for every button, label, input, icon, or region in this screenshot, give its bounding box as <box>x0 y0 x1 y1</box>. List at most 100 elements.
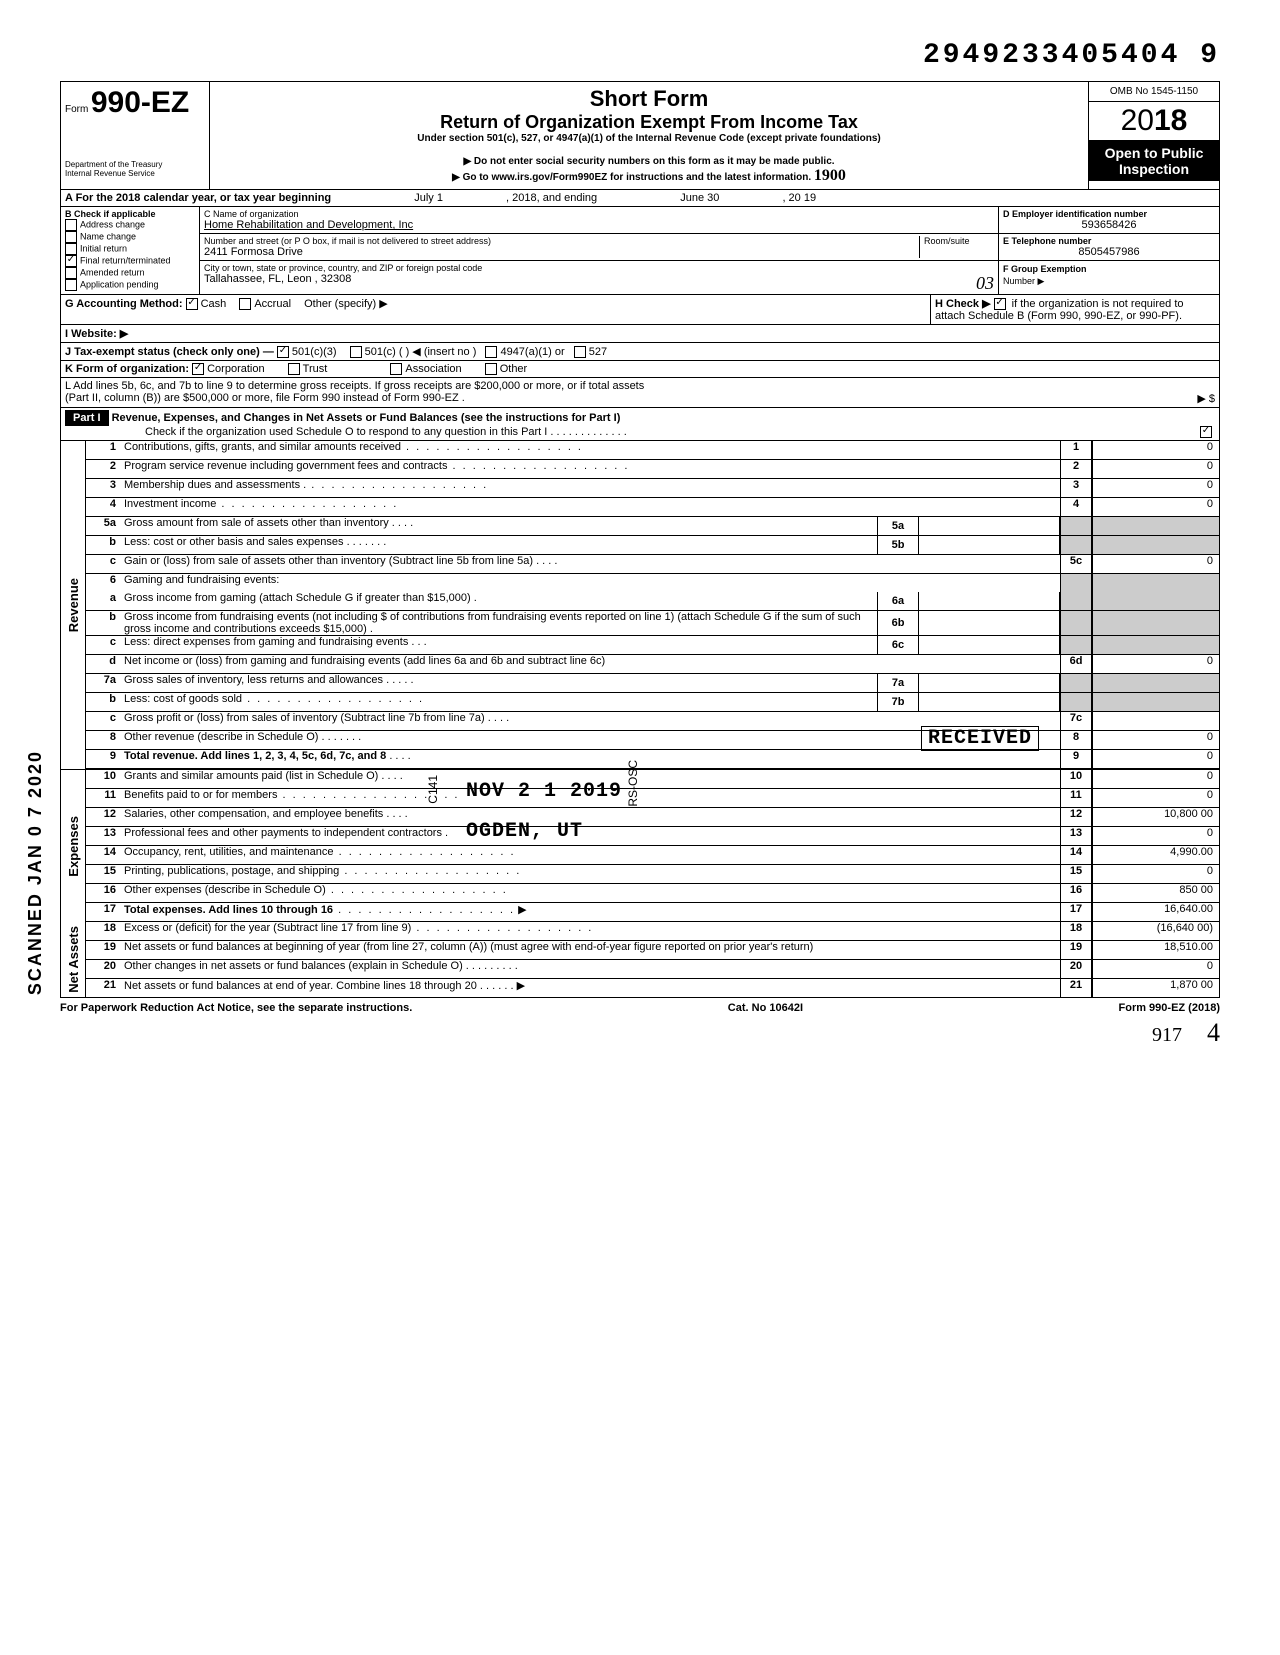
cb-assoc[interactable] <box>390 363 402 375</box>
cb-trust[interactable] <box>288 363 300 375</box>
j-label: J Tax-exempt status (check only one) — <box>65 346 274 358</box>
ln14-box: 14 <box>1060 846 1092 864</box>
ln6b-num: b <box>86 611 124 635</box>
ln6d-num: d <box>86 655 124 673</box>
ln10-val: 0 <box>1092 770 1219 788</box>
ln11-val: 0 <box>1092 789 1219 807</box>
ln6d-box: 6d <box>1060 655 1092 673</box>
row-a-2018: , 2018, and ending <box>506 192 597 204</box>
k-other: Other <box>500 363 528 375</box>
cb-501c[interactable] <box>350 346 362 358</box>
ln5b-text: Less: cost or other basis and sales expe… <box>124 536 877 554</box>
ln5b-val <box>1092 536 1219 554</box>
ln12-box: 12 <box>1060 808 1092 826</box>
ln6b-box <box>1060 611 1092 635</box>
org-name: Home Rehabilitation and Development, Inc <box>204 219 994 231</box>
b-pending: Application pending <box>80 279 159 289</box>
ln20-num: 20 <box>86 960 124 978</box>
ln11-num: 11 <box>86 789 124 807</box>
cb-527[interactable] <box>574 346 586 358</box>
org-city: Tallahassee, FL, Leon , 32308 <box>204 273 351 285</box>
handwritten-03: 03 <box>976 273 994 294</box>
addr-label: Number and street (or P O box, if mail i… <box>204 236 919 246</box>
ln1-text: Contributions, gifts, grants, and simila… <box>124 441 1060 459</box>
ln21-val: 1,870 00 <box>1092 979 1219 997</box>
cb-4947[interactable] <box>485 346 497 358</box>
row-l: L Add lines 5b, 6c, and 7b to line 9 to … <box>60 378 1220 408</box>
received-stamp: RECEIVED <box>921 726 1039 751</box>
l-arrow: ▶ $ <box>1197 392 1215 405</box>
ln9-val: 0 <box>1092 750 1219 768</box>
ln18-box: 18 <box>1060 922 1092 940</box>
cb-501c3[interactable]: ✓ <box>277 346 289 358</box>
row-gh: G Accounting Method: ✓Cash Accrual Other… <box>60 295 1220 325</box>
ln7b-mb: 7b <box>877 693 919 711</box>
row-j: J Tax-exempt status (check only one) — ✓… <box>60 343 1220 361</box>
ln18-num: 18 <box>86 922 124 940</box>
ln18-val: (16,640 00) <box>1092 922 1219 940</box>
cb-address-change[interactable] <box>65 219 77 231</box>
nov-stamp: NOV 2 1 2019 <box>466 780 622 803</box>
ssn-warning: ▶ Do not enter social security numbers o… <box>218 156 1080 167</box>
ln19-text: Net assets or fund balances at beginning… <box>124 941 1060 959</box>
ln5a-num: 5a <box>86 517 124 535</box>
cb-h[interactable]: ✓ <box>994 298 1006 310</box>
cb-schedule-o[interactable]: ✓ <box>1200 426 1212 438</box>
row-i: I Website: ▶ <box>60 325 1220 343</box>
form-number: 990-EZ <box>91 86 189 119</box>
open-line2: Inspection <box>1093 161 1215 177</box>
cb-cash[interactable]: ✓ <box>186 298 198 310</box>
ln17-val: 16,640.00 <box>1092 903 1219 921</box>
j-527: 527 <box>589 346 607 358</box>
ln16-num: 16 <box>86 884 124 902</box>
footer-left: For Paperwork Reduction Act Notice, see … <box>60 1002 412 1014</box>
c141-stamp: C141 <box>426 775 440 804</box>
ln16-val: 850 00 <box>1092 884 1219 902</box>
cb-other[interactable] <box>485 363 497 375</box>
ln12-num: 12 <box>86 808 124 826</box>
expenses-label: Expenses <box>64 812 83 881</box>
org-address: 2411 Formosa Drive <box>204 246 919 258</box>
short-form-title: Short Form <box>218 86 1080 112</box>
ln7b-val <box>1092 693 1219 711</box>
rsosc-stamp: RS-OSC <box>626 760 640 807</box>
ln6a-text: Gross income from gaming (attach Schedul… <box>124 592 877 610</box>
cb-corp[interactable]: ✓ <box>192 363 204 375</box>
k-label: K Form of organization: <box>65 363 189 375</box>
ln7b-text: Less: cost of goods sold <box>124 693 877 711</box>
ln19-val: 18,510.00 <box>1092 941 1219 959</box>
ln8-val: 0 <box>1092 731 1219 749</box>
netassets-label: Net Assets <box>64 922 83 997</box>
ln14-num: 14 <box>86 846 124 864</box>
ln5a-val <box>1092 517 1219 535</box>
cb-name-change[interactable] <box>65 231 77 243</box>
ln5b-mb: 5b <box>877 536 919 554</box>
goto-text: ▶ Go to www.irs.gov/Form990EZ for instru… <box>452 172 811 183</box>
irs-label: Internal Revenue Service <box>65 169 205 178</box>
year-suffix: 18 <box>1154 104 1187 137</box>
ln3-val: 0 <box>1092 479 1219 497</box>
ln6-box <box>1060 574 1092 592</box>
cb-accrual[interactable] <box>239 298 251 310</box>
b-addr: Address change <box>80 219 145 229</box>
ln13-box: 13 <box>1060 827 1092 845</box>
ln6c-box <box>1060 636 1092 654</box>
ln7a-mv <box>919 674 1060 692</box>
cb-final-return[interactable]: ✓ <box>65 255 77 267</box>
ln6b-mv <box>919 611 1060 635</box>
form-prefix: Form <box>65 104 88 115</box>
footer-mid: Cat. No 10642I <box>728 1002 803 1014</box>
ln7c-val <box>1092 712 1219 730</box>
ogden-stamp: OGDEN, UT <box>466 820 583 843</box>
ln15-box: 15 <box>1060 865 1092 883</box>
ln20-box: 20 <box>1060 960 1092 978</box>
d-label: D Employer identification number <box>1003 209 1215 219</box>
cb-pending[interactable] <box>65 279 77 291</box>
ln18-text: Excess or (deficit) for the year (Subtra… <box>124 922 1060 940</box>
ln19-box: 19 <box>1060 941 1092 959</box>
k-trust: Trust <box>303 363 328 375</box>
ln8-num: 8 <box>86 731 124 749</box>
tax-year: 2018 <box>1089 102 1219 141</box>
cb-amended[interactable] <box>65 267 77 279</box>
scanned-stamp: SCANNED JAN 0 7 2020 <box>25 750 46 995</box>
